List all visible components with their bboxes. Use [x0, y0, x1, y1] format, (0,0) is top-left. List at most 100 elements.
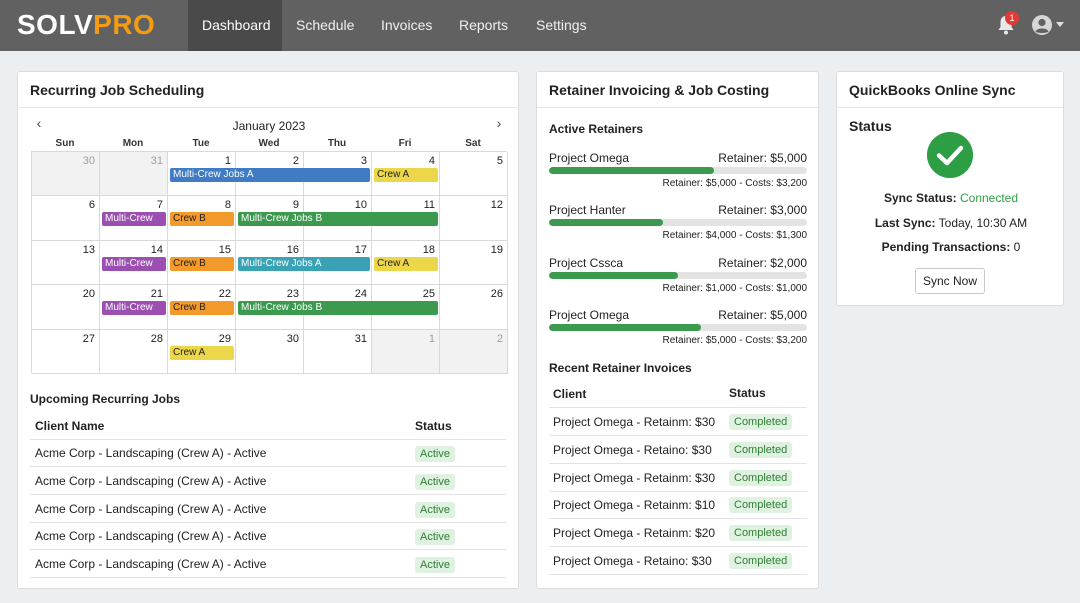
retainer-costs: Retainer: $4,000 - Costs: $1,300	[662, 230, 807, 242]
invoice-client: Project Omega - Retainm: $30	[553, 470, 716, 485]
table-row[interactable]: Project Omega - Retainm: $20 Completed	[549, 519, 807, 548]
table-row[interactable]: Acme Corp - Landscaping (Crew A) - Activ…	[30, 522, 506, 551]
calendar-day[interactable]: 22	[168, 285, 236, 330]
progress-fill	[549, 323, 702, 331]
calendar-day[interactable]: 29	[168, 329, 236, 374]
retainer-item[interactable]: Project Hanter Retainer: $3,000 Retainer: …	[549, 203, 807, 251]
chevron-left-icon[interactable]: ‹	[36, 115, 42, 131]
day-number: 18	[422, 243, 435, 256]
calendar-day[interactable]: 7	[100, 196, 168, 241]
day-number: 31	[354, 332, 367, 345]
user-avatar-icon[interactable]	[1031, 14, 1053, 36]
calendar-day[interactable]: 2	[440, 329, 508, 374]
calendar-day[interactable]: 30	[32, 152, 100, 197]
weekday-label: Mon	[122, 138, 144, 149]
table-row[interactable]: Acme Corp - Landscaping (Crew A) - Activ…	[30, 467, 506, 495]
active-retainers-title: Active Retainers	[549, 122, 644, 136]
calendar-day[interactable]: 27	[32, 329, 100, 374]
chevron-down-icon[interactable]	[1056, 22, 1064, 27]
calendar-day[interactable]: 13	[32, 240, 100, 286]
day-number: 31	[150, 155, 163, 167]
invoice-client: Project Omega - Retainm: $30	[553, 415, 716, 429]
calendar-day[interactable]: 11	[372, 196, 440, 241]
calendar-day[interactable]: 18	[372, 240, 440, 286]
calendar-day[interactable]: 20	[32, 285, 100, 330]
quickbooks-sync-card: QuickBooks Online Sync Status Sync Statu…	[836, 71, 1064, 306]
calendar-event[interactable]: Multi-Crew Jobs B	[238, 301, 438, 316]
day-number: 27	[82, 332, 95, 345]
calendar-event[interactable]: Crew B	[170, 212, 234, 227]
retainer-name: Project Hanter	[549, 203, 626, 218]
table-row[interactable]: Project Omega - Retainm: $10 Completed	[549, 491, 807, 520]
calendar-day[interactable]: 12	[440, 196, 508, 241]
table-row[interactable]: Project Omega - Retainm: $30 Completed	[549, 464, 807, 492]
day-number: 21	[150, 288, 163, 301]
calendar-day[interactable]: 1	[372, 329, 440, 374]
calendar-event[interactable]: Multi-Crew	[102, 301, 166, 316]
retainer-item[interactable]: Project Omega Retainer: $5,000 Retainer: $…	[549, 308, 807, 356]
table-row[interactable]: Project Omega - Retainm: $30 Completed	[549, 408, 807, 436]
column-header-client: Client	[553, 387, 587, 401]
calendar-day[interactable]: 15	[168, 240, 236, 286]
table-row[interactable]: Project Omega - Retaino: $30 Completed	[549, 547, 807, 575]
retainer-costs: Retainer: $1,000 - Costs: $1,000	[662, 282, 807, 294]
calendar-day[interactable]: 17	[304, 240, 372, 286]
calendar-day[interactable]: 3	[304, 152, 372, 197]
day-number: 22	[218, 288, 231, 301]
status-cell: Active	[415, 529, 455, 546]
weekday-label: Sun	[55, 138, 75, 149]
day-number: 1	[428, 332, 435, 345]
calendar-event[interactable]: Multi-Crew	[102, 212, 166, 227]
retainer-item[interactable]: Project Cssca Retainer: $2,000 Retainer: $…	[549, 256, 807, 304]
table-row[interactable]: Acme Corp - Landscaping (Crew A) - Activ…	[30, 495, 506, 523]
recent-invoices-title: Recent Retainer Invoices	[549, 361, 692, 375]
client-name: Acme Corp - Landscaping (Crew A) - Activ…	[35, 557, 267, 572]
calendar-day[interactable]: 8	[168, 196, 236, 241]
calendar-day[interactable]: 6	[32, 196, 100, 241]
day-number: 2	[292, 155, 299, 167]
last-sync-value: Today, 10:30 AM	[938, 216, 1028, 230]
calendar-event[interactable]: Crew A	[170, 345, 234, 360]
table-row[interactable]: Acme Corp - Landscaping (Crew A) - Activ…	[30, 439, 506, 467]
nav-dashboard[interactable]: Dashboard	[188, 0, 282, 51]
calendar-day[interactable]: 21	[100, 285, 168, 330]
calendar-day[interactable]: 30	[236, 329, 304, 374]
calendar-event[interactable]: Multi-Crew Jobs A	[170, 168, 370, 182]
calendar-day[interactable]: 4	[372, 152, 440, 197]
retainer-invoicing-card: Retainer Invoicing & Job Costing Active …	[536, 71, 819, 589]
day-number: 1	[224, 155, 231, 167]
calendar-day[interactable]: 19	[440, 240, 508, 286]
column-header-status: Status	[415, 419, 452, 433]
calendar-event[interactable]: Multi-Crew Jobs A	[238, 256, 370, 271]
table-row[interactable]: Acme Corp - Landscaping (Crew A) - Activ…	[30, 550, 506, 579]
calendar-event[interactable]: Crew A	[374, 256, 438, 271]
calendar-event[interactable]: Crew B	[170, 256, 234, 271]
logo[interactable]: SOLVPRO	[17, 9, 155, 41]
table-row[interactable]: Project Omega - Retaino: $30 Completed	[549, 436, 807, 464]
calendar-day[interactable]: 26	[440, 285, 508, 330]
column-header-status: Status	[729, 386, 766, 400]
day-number: 17	[354, 243, 367, 256]
calendar-day[interactable]: 31	[100, 152, 168, 197]
invoice-client: Project Omega - Retaino: $30	[553, 442, 712, 457]
calendar-day[interactable]: 28	[100, 329, 168, 374]
calendar-day[interactable]: 5	[440, 152, 508, 197]
calendar-day[interactable]: 25	[372, 285, 440, 330]
status-cell: Completed	[729, 469, 793, 486]
sync-now-button[interactable]: Sync Now	[915, 268, 985, 294]
pending-value: 0	[1013, 240, 1021, 254]
calendar-event[interactable]: Crew B	[170, 301, 234, 316]
retainer-name: Project Omega	[549, 307, 630, 322]
calendar-event[interactable]: Multi-Crew	[102, 256, 166, 271]
nav-settings[interactable]: Settings	[536, 17, 587, 33]
nav-schedule[interactable]: Schedule	[296, 17, 355, 33]
nav-invoices[interactable]: Invoices	[381, 17, 433, 33]
calendar-day[interactable]: 31	[304, 329, 372, 374]
calendar-event[interactable]: Crew A	[374, 168, 438, 182]
chevron-right-icon[interactable]: ›	[496, 115, 502, 131]
nav-reports[interactable]: Reports	[459, 17, 509, 33]
calendar-day[interactable]: 14	[100, 240, 168, 286]
retainer-item[interactable]: Project Omega Retainer: $5,000 Retainer: $…	[549, 151, 807, 199]
pending-transactions: Pending Transactions: 0	[837, 240, 1065, 254]
calendar-event[interactable]: Multi-Crew Jobs B	[238, 212, 438, 227]
